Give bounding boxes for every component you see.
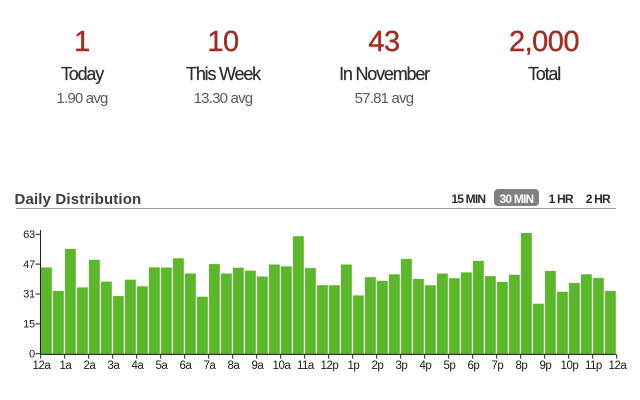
svg-text:3p: 3p — [396, 360, 408, 372]
svg-text:11a: 11a — [297, 360, 315, 372]
svg-text:9a: 9a — [252, 360, 265, 372]
svg-text:12p: 12p — [321, 360, 339, 372]
svg-text:8p: 8p — [516, 360, 528, 372]
svg-text:8a: 8a — [228, 360, 241, 372]
svg-text:5p: 5p — [444, 360, 456, 372]
svg-text:10a: 10a — [273, 360, 292, 372]
svg-text:5a: 5a — [156, 360, 169, 372]
svg-text:63: 63 — [23, 229, 35, 241]
svg-text:9p: 9p — [540, 360, 552, 372]
svg-text:12a: 12a — [609, 360, 628, 372]
svg-text:6a: 6a — [180, 360, 193, 372]
svg-text:11p: 11p — [585, 360, 602, 372]
svg-text:10p: 10p — [561, 360, 579, 372]
svg-text:7a: 7a — [204, 360, 217, 372]
svg-text:47: 47 — [23, 259, 35, 271]
svg-text:0: 0 — [29, 348, 35, 360]
svg-text:3a: 3a — [108, 360, 121, 372]
svg-text:15: 15 — [23, 319, 35, 331]
svg-text:6p: 6p — [468, 360, 480, 372]
svg-text:1a: 1a — [60, 360, 73, 372]
svg-text:31: 31 — [23, 289, 35, 301]
svg-text:2a: 2a — [84, 360, 97, 372]
svg-text:12a: 12a — [33, 360, 52, 372]
svg-text:4a: 4a — [132, 360, 145, 372]
svg-text:4p: 4p — [420, 360, 432, 372]
svg-text:1p: 1p — [348, 360, 360, 372]
svg-text:7p: 7p — [492, 360, 504, 372]
svg-text:2p: 2p — [372, 360, 384, 372]
